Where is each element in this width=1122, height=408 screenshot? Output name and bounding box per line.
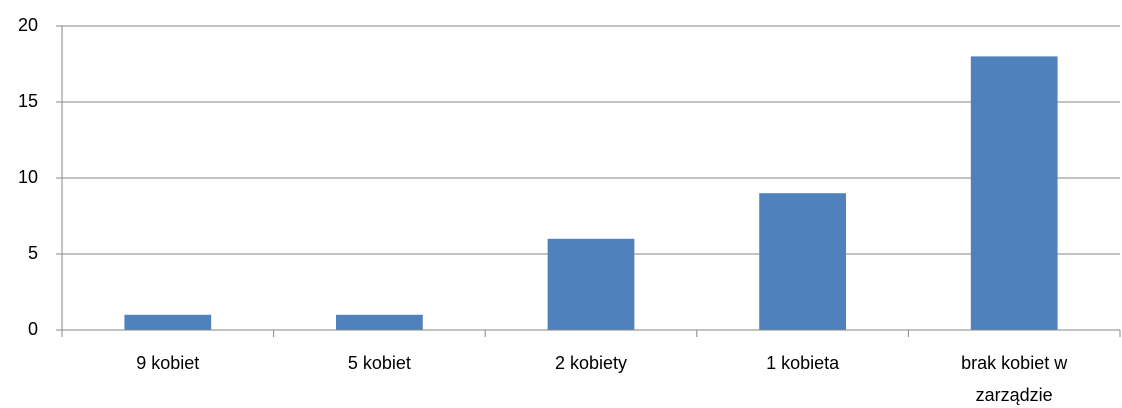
bar [970,56,1058,331]
y-tick-label: 5 [28,243,38,263]
x-tick-label: 9 kobiet [136,353,200,373]
bar [124,314,212,330]
y-tick-label: 10 [18,167,38,187]
y-tick-label: 20 [18,15,38,35]
x-tick-label: 2 kobiety [554,353,628,373]
bar [336,314,423,330]
x-tick-label: 1 kobieta [766,353,840,373]
bar [759,193,846,330]
y-tick-label: 0 [28,319,38,339]
x-tick-label: 5 kobiet [347,353,411,373]
y-tick-label: 15 [18,91,38,111]
x-tick-label: brak kobiet w zarządzie [961,353,1068,405]
bar [547,238,635,330]
